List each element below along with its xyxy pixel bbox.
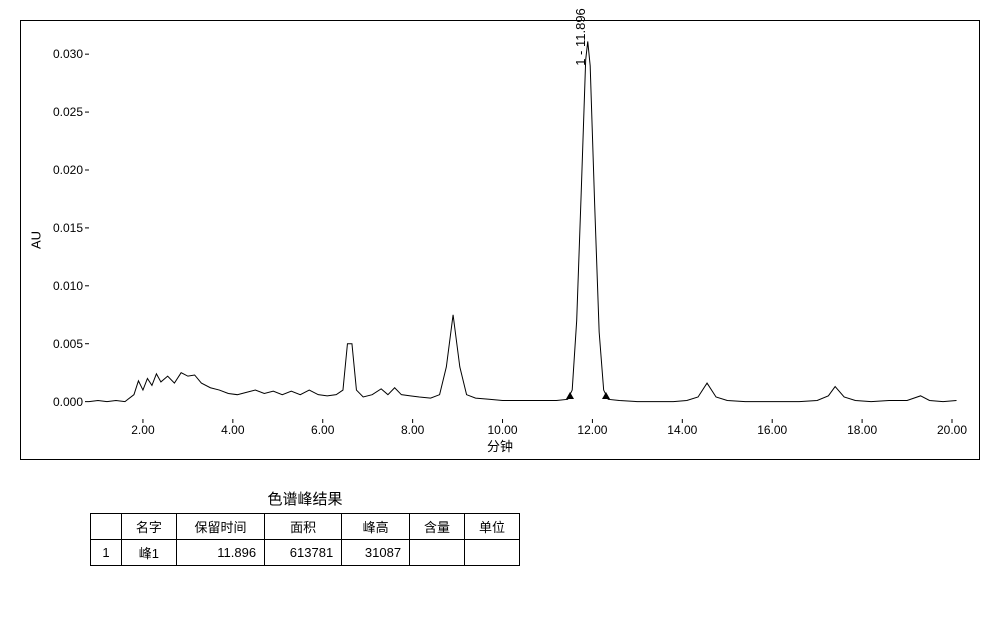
peak-label: 1 - 11.896 bbox=[573, 8, 588, 66]
y-tick-label: 0.010 bbox=[53, 279, 83, 293]
plot-area: 0.0000.0050.0100.0150.0200.0250.0302.004… bbox=[89, 31, 961, 419]
table-cell: 峰1 bbox=[121, 540, 176, 566]
table-header-cell: 保留时间 bbox=[176, 514, 264, 540]
x-tick-label: 12.00 bbox=[577, 423, 607, 437]
results-table: 名字保留时间面积峰高含量单位 1峰111.89661378131087 bbox=[90, 513, 520, 566]
x-tick-label: 20.00 bbox=[937, 423, 967, 437]
x-tick-label: 2.00 bbox=[131, 423, 154, 437]
table-header-cell: 峰高 bbox=[342, 514, 410, 540]
y-axis-label: AU bbox=[29, 231, 44, 249]
table-cell: 1 bbox=[91, 540, 122, 566]
x-tick-label: 6.00 bbox=[311, 423, 334, 437]
x-tick-label: 14.00 bbox=[667, 423, 697, 437]
y-tick-label: 0.005 bbox=[53, 337, 83, 351]
x-axis-label: 分钟 bbox=[487, 436, 513, 455]
table-row: 1峰111.89661378131087 bbox=[91, 540, 520, 566]
table-header-cell: 名字 bbox=[121, 514, 176, 540]
x-tick-label: 8.00 bbox=[401, 423, 424, 437]
y-tick-label: 0.025 bbox=[53, 105, 83, 119]
chromatogram-panel: AU 分钟 0.0000.0050.0100.0150.0200.0250.03… bbox=[20, 20, 980, 566]
table-cell bbox=[410, 540, 465, 566]
chart-box: AU 分钟 0.0000.0050.0100.0150.0200.0250.03… bbox=[20, 20, 980, 460]
table-cell: 31087 bbox=[342, 540, 410, 566]
table-header-cell: 面积 bbox=[265, 514, 342, 540]
integration-marker-icon bbox=[602, 392, 610, 399]
table-cell bbox=[465, 540, 520, 566]
integration-marker-icon bbox=[566, 392, 574, 399]
results-table-wrap: 色谱峰结果 名字保留时间面积峰高含量单位 1峰111.8966137813108… bbox=[90, 488, 520, 566]
trace-svg bbox=[89, 31, 961, 419]
results-table-title: 色谱峰结果 bbox=[90, 488, 520, 509]
table-header-cell bbox=[91, 514, 122, 540]
y-tick-label: 0.015 bbox=[53, 221, 83, 235]
table-header-cell: 含量 bbox=[410, 514, 465, 540]
y-tick-label: 0.000 bbox=[53, 395, 83, 409]
table-header-cell: 单位 bbox=[465, 514, 520, 540]
y-tick-label: 0.030 bbox=[53, 47, 83, 61]
x-tick-label: 16.00 bbox=[757, 423, 787, 437]
table-cell: 613781 bbox=[265, 540, 342, 566]
x-tick-label: 4.00 bbox=[221, 423, 244, 437]
x-tick-label: 10.00 bbox=[488, 423, 518, 437]
x-tick-label: 18.00 bbox=[847, 423, 877, 437]
y-tick-label: 0.020 bbox=[53, 163, 83, 177]
table-cell: 11.896 bbox=[176, 540, 264, 566]
